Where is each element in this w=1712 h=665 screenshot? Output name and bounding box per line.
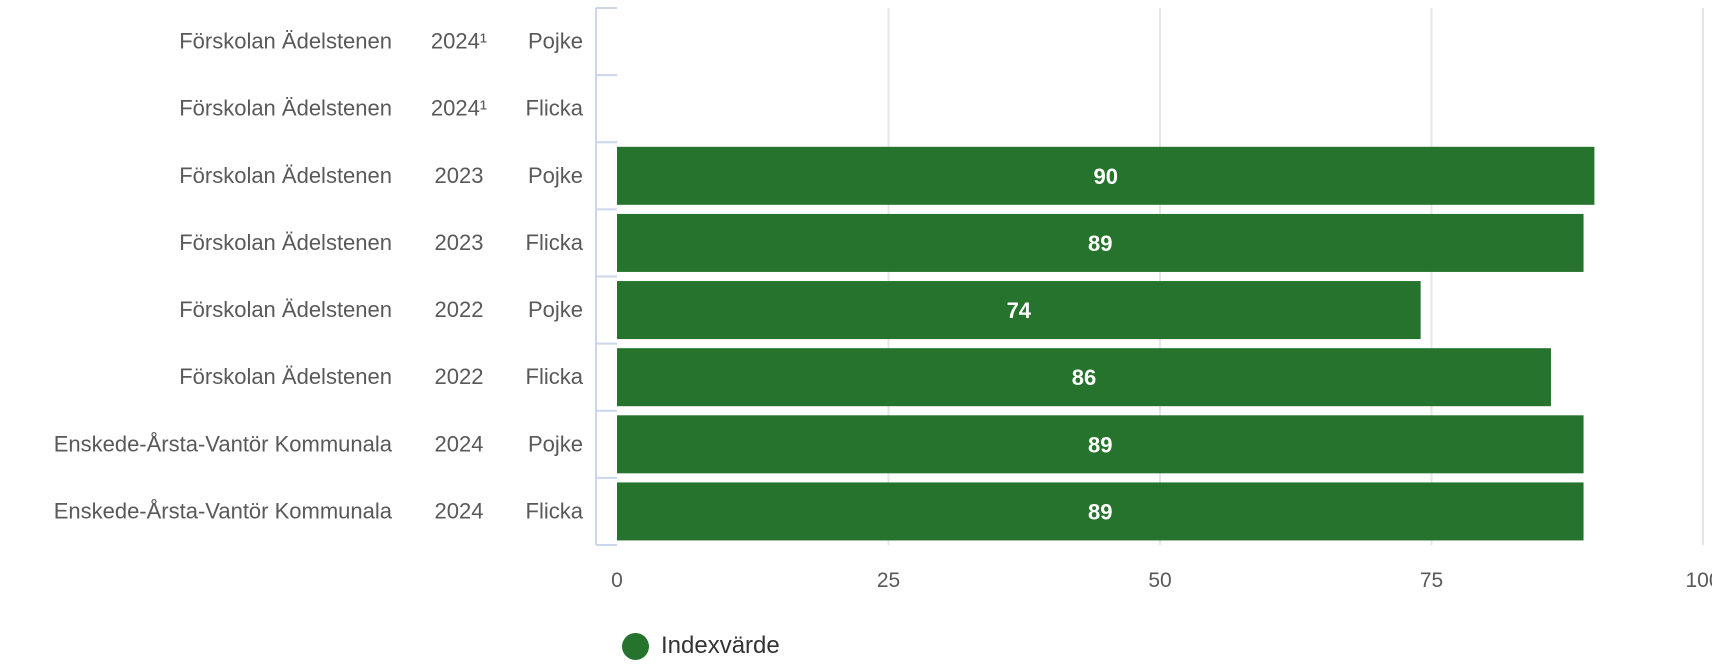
category-gender-label: Flicka bbox=[526, 498, 584, 523]
category-gender-label: Flicka bbox=[526, 230, 584, 255]
legend[interactable]: Indexvärde bbox=[622, 632, 780, 660]
bar-value-label: 74 bbox=[1007, 298, 1032, 323]
category-year-label: 2024 bbox=[435, 498, 484, 523]
bars: 90 89 74 86 89 89 bbox=[617, 146, 1595, 541]
bar-value-label: 89 bbox=[1088, 499, 1112, 524]
bar[interactable] bbox=[617, 482, 1584, 541]
category-unit-label: Förskolan Ädelstenen bbox=[179, 297, 392, 322]
x-tick-label: 50 bbox=[1148, 569, 1171, 592]
x-tick-label: 75 bbox=[1420, 569, 1443, 592]
category-unit-label: Enskede-Årsta-Vantör Kommunala bbox=[54, 498, 393, 523]
category-year-label: 2023 bbox=[435, 230, 484, 255]
category-axis bbox=[595, 7, 617, 546]
category-unit-label: Förskolan Ädelstenen bbox=[179, 29, 392, 54]
bar-chart: 90 89 74 86 89 89 Förskolan Ädelstenen 2024¹ Po… bbox=[54, 7, 1712, 592]
x-tick-label: 100 bbox=[1685, 569, 1712, 592]
category-year-label: 2024¹ bbox=[431, 29, 487, 54]
bar-value-label: 89 bbox=[1088, 432, 1112, 457]
category-labels: Förskolan Ädelstenen 2024¹ Pojke Förskolan … bbox=[54, 29, 584, 524]
category-unit-label: Enskede-Årsta-Vantör Kommunala bbox=[54, 431, 393, 456]
category-unit-label: Förskolan Ädelstenen bbox=[179, 364, 392, 389]
bar[interactable] bbox=[617, 415, 1584, 474]
bar-value-label: 90 bbox=[1093, 164, 1117, 189]
legend-swatch-icon bbox=[622, 632, 649, 660]
bar-value-label: 89 bbox=[1088, 231, 1112, 256]
category-gender-label: Pojke bbox=[528, 163, 583, 188]
category-year-label: 2022 bbox=[435, 297, 484, 322]
x-tick-label: 0 bbox=[611, 569, 623, 592]
bar[interactable] bbox=[617, 146, 1595, 205]
category-gender-label: Pojke bbox=[528, 29, 583, 54]
category-gender-label: Pojke bbox=[528, 297, 583, 322]
bar-value-label: 86 bbox=[1072, 365, 1096, 390]
category-year-label: 2024 bbox=[435, 431, 484, 456]
x-axis-ticks: 0 25 50 75 100 bbox=[611, 569, 1712, 592]
category-year-label: 2022 bbox=[435, 364, 484, 389]
category-gender-label: Flicka bbox=[526, 96, 584, 121]
category-gender-label: Pojke bbox=[528, 431, 583, 456]
category-unit-label: Förskolan Ädelstenen bbox=[179, 96, 392, 121]
bar[interactable] bbox=[617, 213, 1584, 272]
category-year-label: 2023 bbox=[435, 163, 484, 188]
category-year-label: 2024¹ bbox=[431, 96, 487, 121]
category-unit-label: Förskolan Ädelstenen bbox=[179, 230, 392, 255]
category-gender-label: Flicka bbox=[526, 364, 584, 389]
x-tick-label: 25 bbox=[877, 569, 900, 592]
bar[interactable] bbox=[617, 348, 1551, 407]
bar[interactable] bbox=[617, 281, 1421, 340]
legend-label: Indexvärde bbox=[661, 632, 780, 659]
category-unit-label: Förskolan Ädelstenen bbox=[179, 163, 392, 188]
